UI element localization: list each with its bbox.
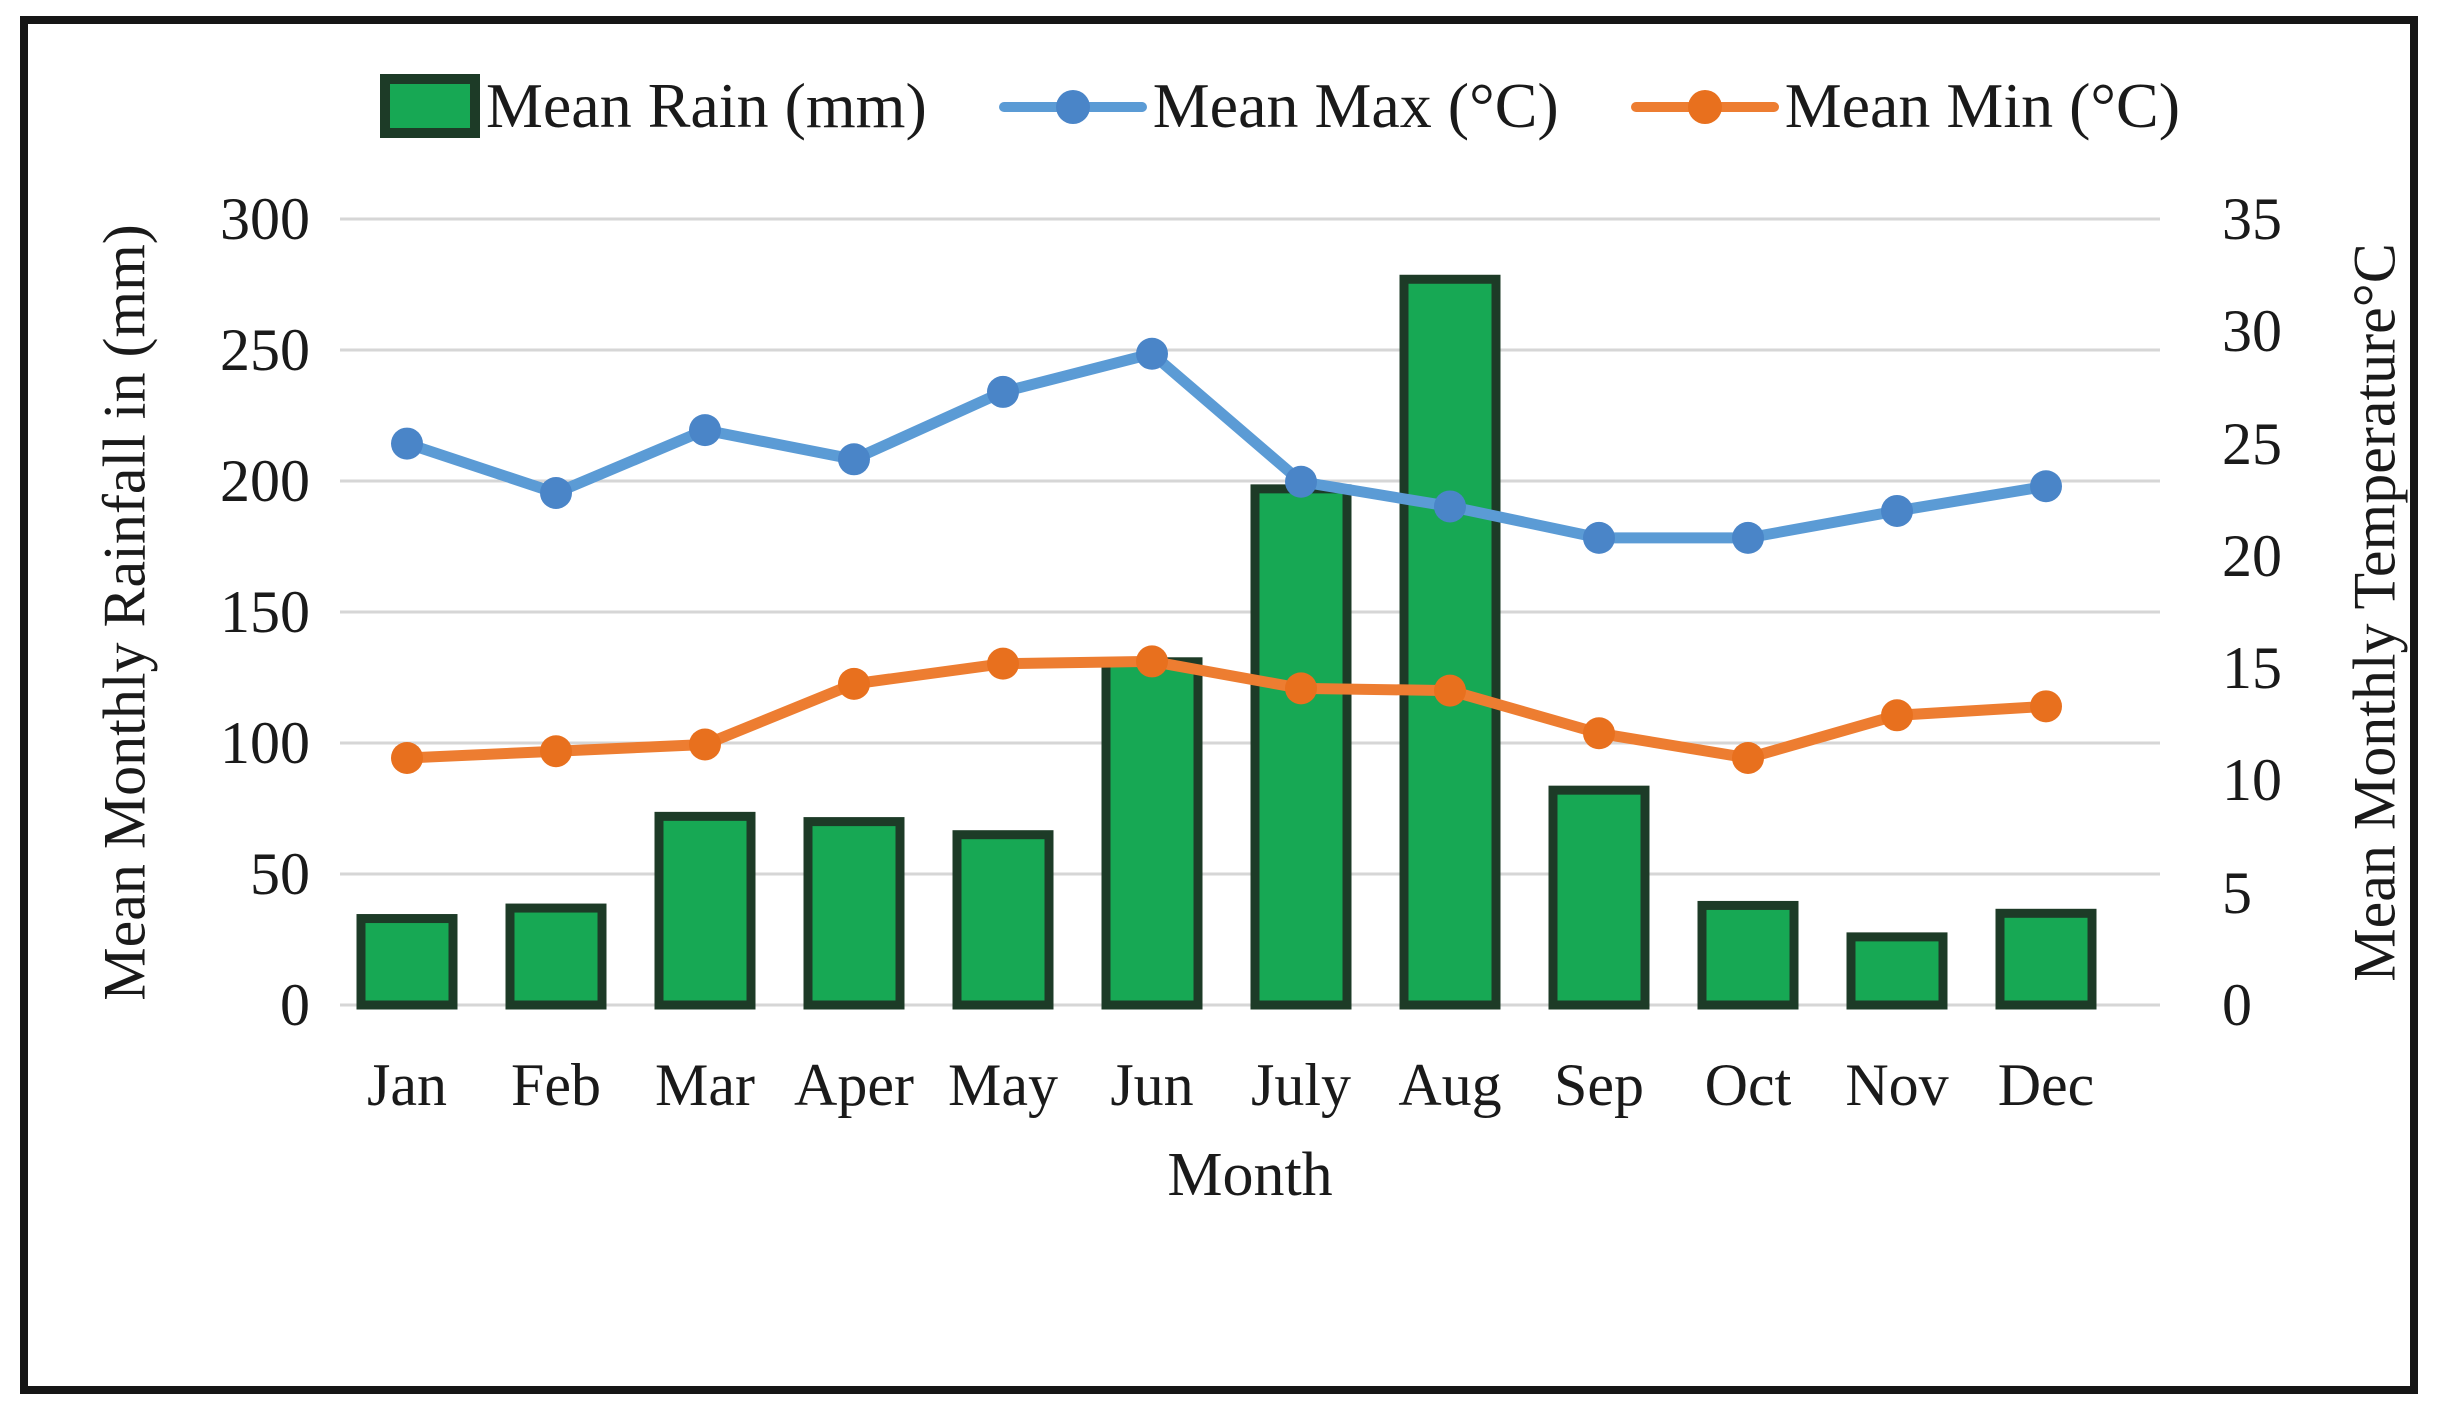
right-axis-tick-5: 5 — [2222, 859, 2252, 926]
month-label-sep: Sep — [1554, 1052, 1644, 1118]
left-axis-tick-200: 200 — [220, 448, 310, 514]
month-label-dec: Dec — [1997, 1052, 2095, 1118]
right-axis-tick-25: 25 — [2222, 410, 2282, 477]
marker-max-july — [1285, 465, 1317, 498]
marker-min-oct — [1732, 741, 1764, 774]
legend-line-swatch-min-icon — [1630, 58, 1779, 154]
bar-oct — [1697, 900, 1799, 1010]
left-axis-tick-100: 100 — [220, 710, 310, 776]
month-label-mar: Mar — [655, 1052, 755, 1118]
left-axis-tick-150: 150 — [220, 579, 310, 645]
left-axis-tick-0: 0 — [280, 972, 310, 1038]
marker-max-mar — [689, 414, 721, 447]
month-label-jan: Jan — [367, 1052, 447, 1118]
marker-min-jan — [391, 741, 423, 774]
legend-item-mean-max: Mean Max (°C) — [998, 58, 1559, 154]
legend-label-mean-rain: Mean Rain (mm) — [485, 70, 927, 141]
marker-max-oct — [1732, 521, 1764, 554]
bar-feb — [505, 903, 607, 1010]
x-axis-title: Month — [1167, 1141, 1333, 1209]
marker-min-july — [1285, 672, 1317, 705]
right-axis-tick-35: 35 — [2222, 186, 2282, 252]
marker-min-mar — [689, 728, 721, 761]
right-axis-tick-30: 30 — [2222, 298, 2282, 365]
marker-max-feb — [540, 476, 572, 509]
month-label-aug: Aug — [1398, 1052, 1502, 1118]
month-label-may: May — [948, 1052, 1058, 1118]
left-axis-tick-50: 50 — [250, 841, 310, 907]
month-label-aper: Aper — [794, 1052, 914, 1118]
legend-label-mean-max: Mean Max (°C) — [1152, 70, 1559, 141]
bar-jan — [356, 914, 458, 1010]
bar-aper — [803, 817, 905, 1010]
bar-aug — [1399, 274, 1501, 1010]
month-label-feb: Feb — [511, 1052, 601, 1118]
bar-may — [952, 830, 1054, 1010]
bar-mar — [654, 811, 756, 1010]
marker-max-aug — [1434, 490, 1466, 523]
figure-border — [20, 16, 2418, 1394]
line-series-mean-min — [401, 655, 2052, 764]
marker-max-may — [987, 375, 1019, 408]
marker-max-sep — [1583, 521, 1615, 554]
month-label-nov: Nov — [1845, 1052, 1949, 1118]
month-label-jun: Jun — [1110, 1052, 1194, 1118]
marker-min-sep — [1583, 717, 1615, 750]
left-axis-tick-300: 300 — [220, 186, 310, 252]
legend-item-mean-min: Mean Min (°C) — [1630, 58, 2181, 154]
left-axis-tick-250: 250 — [220, 317, 310, 383]
legend-label-mean-min: Mean Min (°C) — [1784, 70, 2181, 141]
right-axis-tick-15: 15 — [2222, 635, 2282, 702]
marker-min-may — [987, 647, 1019, 680]
marker-max-nov — [1881, 494, 1913, 527]
marker-min-nov — [1881, 699, 1913, 732]
right-axis-title: Mean Monthly Temperature°C — [2341, 243, 2408, 982]
month-label-july: July — [1250, 1052, 1352, 1118]
marker-max-aper — [838, 443, 870, 476]
marker-min-aug — [1434, 674, 1466, 707]
marker-min-aper — [838, 667, 870, 700]
bar-sep — [1548, 785, 1650, 1010]
bar-jun — [1101, 657, 1203, 1010]
marker-max-jan — [391, 427, 423, 460]
marker-max-dec — [2030, 470, 2062, 503]
legend-bar-swatch-icon — [379, 74, 480, 138]
right-axis-tick-0: 0 — [2222, 972, 2252, 1038]
legend-item-mean-rain: Mean Rain (mm) — [379, 58, 927, 154]
chart-legend: Mean Rain (mm) Mean Max (°C) Mean Min (°… — [340, 58, 2220, 154]
marker-min-dec — [2030, 690, 2062, 723]
legend-line-swatch-max-icon — [998, 58, 1147, 154]
marker-min-jun — [1136, 645, 1168, 678]
bar-july — [1250, 484, 1352, 1010]
left-axis-title: Mean Monthly Rainfall in (mm) — [91, 224, 158, 1001]
marker-max-jun — [1136, 337, 1168, 370]
right-axis-tick-20: 20 — [2222, 522, 2282, 589]
marker-min-feb — [540, 735, 572, 768]
right-axis-tick-10: 10 — [2222, 747, 2282, 814]
line-series-mean-max — [401, 348, 2052, 544]
month-label-oct: Oct — [1704, 1052, 1792, 1118]
bar-dec — [1995, 908, 2097, 1010]
bar-nov — [1846, 932, 1948, 1010]
